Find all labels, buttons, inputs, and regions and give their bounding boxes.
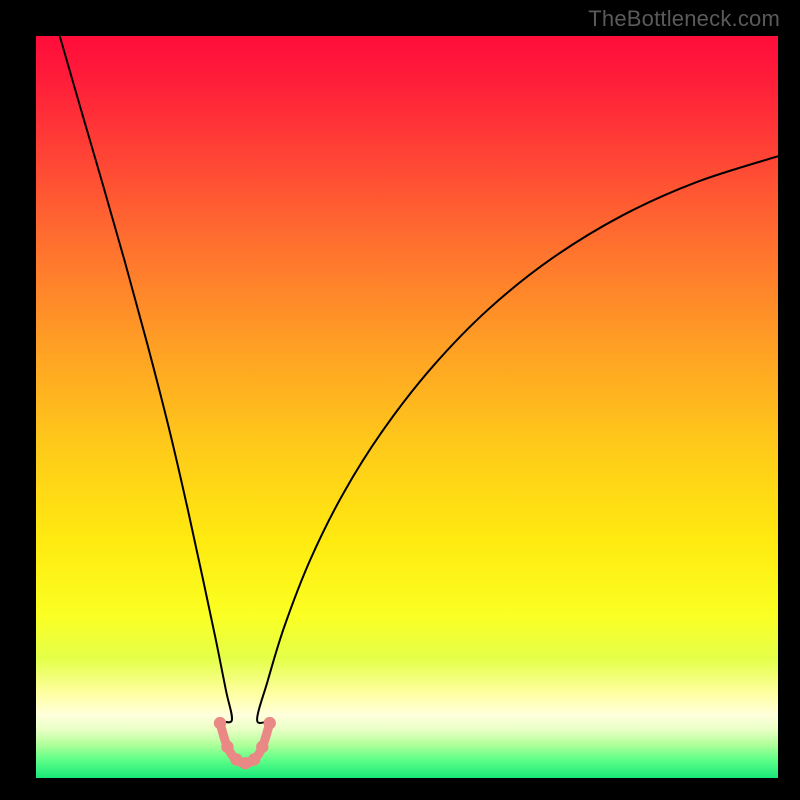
- curve-layer: [36, 36, 778, 778]
- chart-container: TheBottleneck.com: [0, 0, 800, 800]
- trough-dot: [221, 741, 233, 753]
- trough-dot: [214, 717, 226, 729]
- bottleneck-curve: [60, 36, 778, 763]
- trough-dot: [248, 753, 260, 765]
- trough-highlight-dots: [214, 717, 276, 769]
- trough-dot: [256, 741, 268, 753]
- watermark-text: TheBottleneck.com: [588, 6, 780, 32]
- trough-dot: [264, 717, 276, 729]
- plot-area: [36, 36, 778, 778]
